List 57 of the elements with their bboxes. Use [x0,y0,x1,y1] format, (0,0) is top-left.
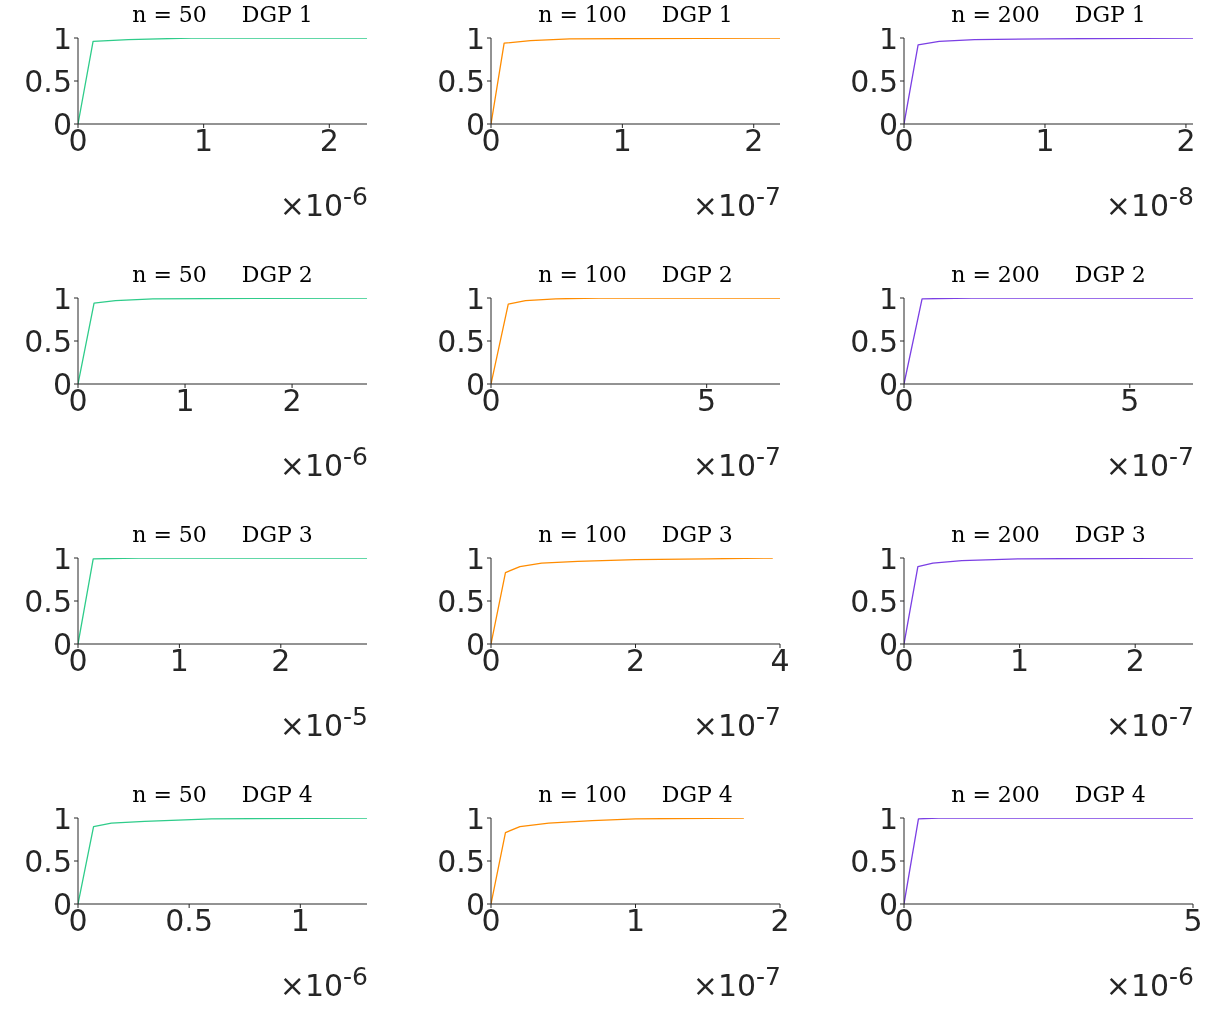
y-tick-label: 0.5 [437,843,485,879]
chart-title: n = 200 DGP 2 [950,262,1147,287]
x-tick-label: 1 [290,903,310,939]
x-tick-label: 2 [625,643,646,679]
chart-title: n = 50 DGP 3 [131,522,314,547]
x-tick-label: 1 [194,123,214,159]
y-tick-label: 0.5 [437,323,485,359]
x-axis-title: ×10$^{-6}$ [1105,962,1194,1003]
chart-title: n = 200 DGP 4 [950,782,1147,807]
x-axis-title: ×10$^{-7}$ [692,182,781,223]
x-tick-label: 1 [1035,123,1055,159]
chart-title: n = 50 DGP 4 [131,782,314,807]
x-tick-label: 1 [169,643,189,679]
chart-title: n = 50 DGP 2 [131,262,314,287]
y-tick-label: 0.5 [24,323,72,359]
x-tick-label: 2 [319,123,339,159]
y-tick-label: 0.5 [24,583,72,619]
x-tick-label: 2 [282,383,302,419]
x-axis-title: ×10$^{-5}$ [279,702,368,743]
y-tick-label: 0.5 [850,583,898,619]
x-axis-title: ×10$^{-7}$ [692,702,781,743]
chart-title: n = 100 DGP 2 [537,262,734,287]
x-axis-title: ×10$^{-7}$ [1105,442,1194,483]
x-tick-label: 2 [744,123,764,159]
x-axis-title: ×10$^{-7}$ [692,962,781,1003]
x-tick-label: 2 [1176,123,1196,159]
y-tick-label: 0.5 [850,63,898,99]
x-axis-title: ×10$^{-6}$ [279,962,368,1003]
x-tick-label: 1 [1010,643,1030,679]
chart-title: n = 200 DGP 3 [950,522,1147,547]
x-tick-label: 0.5 [165,903,214,939]
y-tick-label: 0.5 [437,583,485,619]
x-tick-label: 5 [1120,383,1140,419]
x-axis-title: ×10$^{-6}$ [279,182,368,223]
y-tick-label: 0.5 [850,323,898,359]
x-tick-label: 1 [175,383,195,419]
x-tick-label: 2 [271,643,291,679]
x-axis-title: ×10$^{-8}$ [1105,182,1194,223]
y-tick-label: 0.5 [24,63,72,99]
x-tick-label: 5 [697,383,717,419]
chart-title: n = 50 DGP 1 [131,2,314,27]
x-axis-title: ×10$^{-7}$ [1105,702,1194,743]
chart-title: n = 200 DGP 1 [950,2,1147,27]
x-tick-label: 5 [1183,903,1203,939]
x-tick-label: 2 [770,903,790,939]
y-tick-label: 0.5 [437,63,485,99]
x-axis-title: ×10$^{-6}$ [279,442,368,483]
x-tick-label: 4 [770,643,790,679]
x-tick-label: 2 [1125,643,1145,679]
y-tick-label: 0.5 [24,843,72,879]
chart-title: n = 100 DGP 4 [537,782,734,807]
chart-title: n = 100 DGP 3 [537,522,734,547]
x-axis-title: ×10$^{-7}$ [692,442,781,483]
x-tick-label: 1 [625,903,646,939]
y-tick-label: 0.5 [850,843,898,879]
x-tick-label: 1 [612,123,632,159]
chart-title: n = 100 DGP 1 [537,2,734,27]
